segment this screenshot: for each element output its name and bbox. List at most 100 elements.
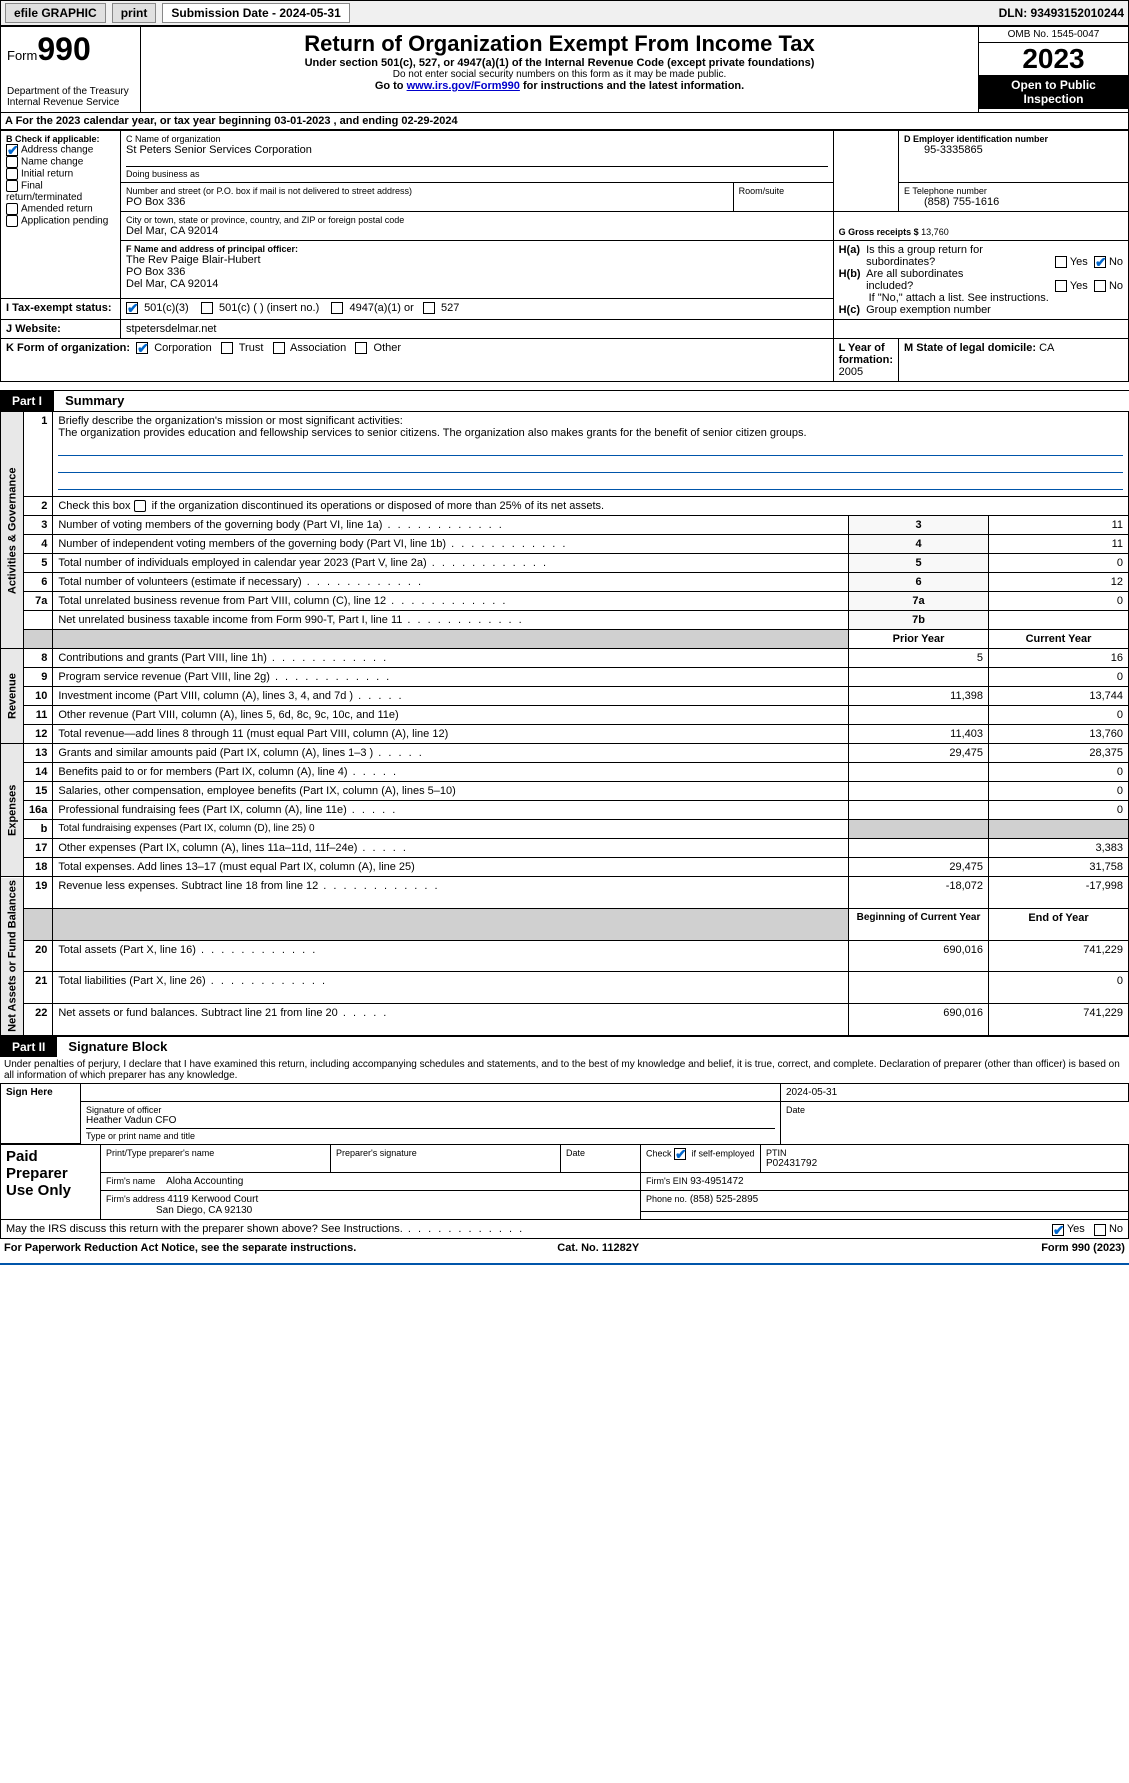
officer-label: F Name and address of principal officer: — [126, 244, 828, 254]
no-label: No — [1109, 256, 1123, 268]
dba-label: Doing business as — [126, 169, 828, 179]
part1-header: Part I — [0, 391, 54, 411]
print-button[interactable]: print — [112, 3, 157, 23]
self-employed-label: if self-employed — [689, 1149, 755, 1159]
officer-name: The Rev Paige Blair-Hubert — [126, 254, 828, 266]
line1-label: Briefly describe the organization's miss… — [58, 415, 402, 427]
line16b-num: b — [24, 820, 53, 839]
line2-checkbox[interactable] — [134, 500, 146, 512]
line7a-val: 0 — [989, 592, 1129, 611]
box-k-label: K Form of organization: — [6, 342, 130, 354]
line5-num: 5 — [24, 554, 53, 573]
line18-label: Total expenses. Add lines 13–17 (must eq… — [58, 861, 414, 873]
line4-box: 4 — [849, 535, 989, 554]
line13-label: Grants and similar amounts paid (Part IX… — [58, 747, 423, 759]
self-employed-checkbox[interactable] — [674, 1148, 686, 1160]
4947a1-label: 4947(a)(1) or — [350, 302, 414, 314]
527-label: 527 — [441, 302, 459, 314]
line20-prior: 690,016 — [849, 940, 989, 972]
501c3-checkbox[interactable] — [126, 302, 138, 314]
part2-header: Part II — [0, 1037, 57, 1057]
line2-label-b: if the organization discontinued its ope… — [149, 500, 605, 512]
line13-prior: 29,475 — [849, 744, 989, 763]
officer-city: Del Mar, CA 92014 — [126, 278, 828, 290]
officer-street: PO Box 336 — [126, 266, 828, 278]
assoc-checkbox[interactable] — [273, 342, 285, 354]
4947a1-checkbox[interactable] — [331, 302, 343, 314]
form-number: 990 — [37, 31, 90, 67]
discuss-yes-checkbox[interactable] — [1052, 1224, 1064, 1236]
no-label-2: No — [1109, 280, 1123, 292]
net-assets-label: Net Assets or Fund Balances — [1, 877, 24, 1036]
initial-return-checkbox[interactable] — [6, 168, 18, 180]
line14-prior — [849, 763, 989, 782]
527-checkbox[interactable] — [423, 302, 435, 314]
hb-yes-checkbox[interactable] — [1055, 280, 1067, 292]
amended-return-checkbox[interactable] — [6, 203, 18, 215]
line7b-box: 7b — [849, 611, 989, 630]
line11-num: 11 — [24, 706, 53, 725]
city-value: Del Mar, CA 92014 — [126, 225, 828, 237]
dept-irs: Internal Revenue Service — [7, 97, 134, 108]
revenue-label: Revenue — [1, 649, 24, 744]
end-year-header: End of Year — [989, 908, 1129, 940]
ha-yes-checkbox[interactable] — [1055, 256, 1067, 268]
line16a-label: Professional fundraising fees (Part IX, … — [58, 804, 397, 816]
corp-label: Corporation — [154, 342, 211, 354]
line22-prior: 690,016 — [849, 1004, 989, 1036]
line19-prior: -18,072 — [849, 877, 989, 909]
line1-num: 1 — [24, 412, 53, 497]
ha-no-checkbox[interactable] — [1094, 256, 1106, 268]
prep-sig-label: Preparer's signature — [336, 1148, 555, 1158]
line15-current: 0 — [989, 782, 1129, 801]
line8-prior: 5 — [849, 649, 989, 668]
line6-box: 6 — [849, 573, 989, 592]
form-goto: Go to www.irs.gov/Form990 for instructio… — [147, 80, 972, 92]
line18-current: 31,758 — [989, 858, 1129, 877]
line19-num: 19 — [24, 877, 53, 909]
line9-label: Program service revenue (Part VIII, line… — [58, 671, 391, 683]
line16a-num: 16a — [24, 801, 53, 820]
final-return-checkbox[interactable] — [6, 180, 18, 192]
line12-label: Total revenue—add lines 8 through 11 (mu… — [58, 728, 448, 740]
prep-name-label: Print/Type preparer's name — [106, 1148, 325, 1158]
firm-phone: (858) 525-2895 — [690, 1194, 758, 1205]
501c-checkbox[interactable] — [201, 302, 213, 314]
line20-current: 741,229 — [989, 940, 1129, 972]
box-b-label: B Check if applicable: — [6, 134, 115, 144]
line13-num: 13 — [24, 744, 53, 763]
line3-num: 3 — [24, 516, 53, 535]
line18-prior: 29,475 — [849, 858, 989, 877]
preparer-table: Paid Preparer Use Only Print/Type prepar… — [0, 1144, 1129, 1220]
yes-label: Yes — [1070, 256, 1088, 268]
irs-link[interactable]: www.irs.gov/Form990 — [407, 80, 520, 92]
line8-label: Contributions and grants (Part VIII, lin… — [58, 652, 388, 664]
prep-date-label: Date — [566, 1148, 635, 1158]
trust-checkbox[interactable] — [221, 342, 233, 354]
hb-no-checkbox[interactable] — [1094, 280, 1106, 292]
application-pending-label: Application pending — [21, 216, 108, 227]
corp-checkbox[interactable] — [136, 342, 148, 354]
firm-name: Aloha Accounting — [166, 1176, 243, 1187]
address-change-checkbox[interactable] — [6, 144, 18, 156]
discuss-no-checkbox[interactable] — [1094, 1224, 1106, 1236]
amended-return-label: Amended return — [21, 204, 93, 215]
line11-label: Other revenue (Part VIII, column (A), li… — [58, 709, 398, 721]
form-warning: Do not enter social security numbers on … — [147, 69, 972, 80]
dept-treasury: Department of the Treasury — [7, 86, 134, 97]
line19-label: Revenue less expenses. Subtract line 18 … — [58, 880, 439, 892]
line6-num: 6 — [24, 573, 53, 592]
firm-addr1: 4119 Kerwood Court — [167, 1194, 258, 1205]
goto-prefix: Go to — [375, 80, 407, 92]
assoc-label: Association — [290, 342, 346, 354]
application-pending-checkbox[interactable] — [6, 215, 18, 227]
line8-current: 16 — [989, 649, 1129, 668]
line3-box: 3 — [849, 516, 989, 535]
expenses-label: Expenses — [1, 744, 24, 877]
line9-prior — [849, 668, 989, 687]
other-checkbox[interactable] — [355, 342, 367, 354]
sig-officer-label: Signature of officer — [86, 1105, 775, 1115]
line4-val: 11 — [989, 535, 1129, 554]
omb-number: OMB No. 1545-0047 — [979, 27, 1128, 43]
firm-addr-label: Firm's address — [106, 1194, 167, 1204]
